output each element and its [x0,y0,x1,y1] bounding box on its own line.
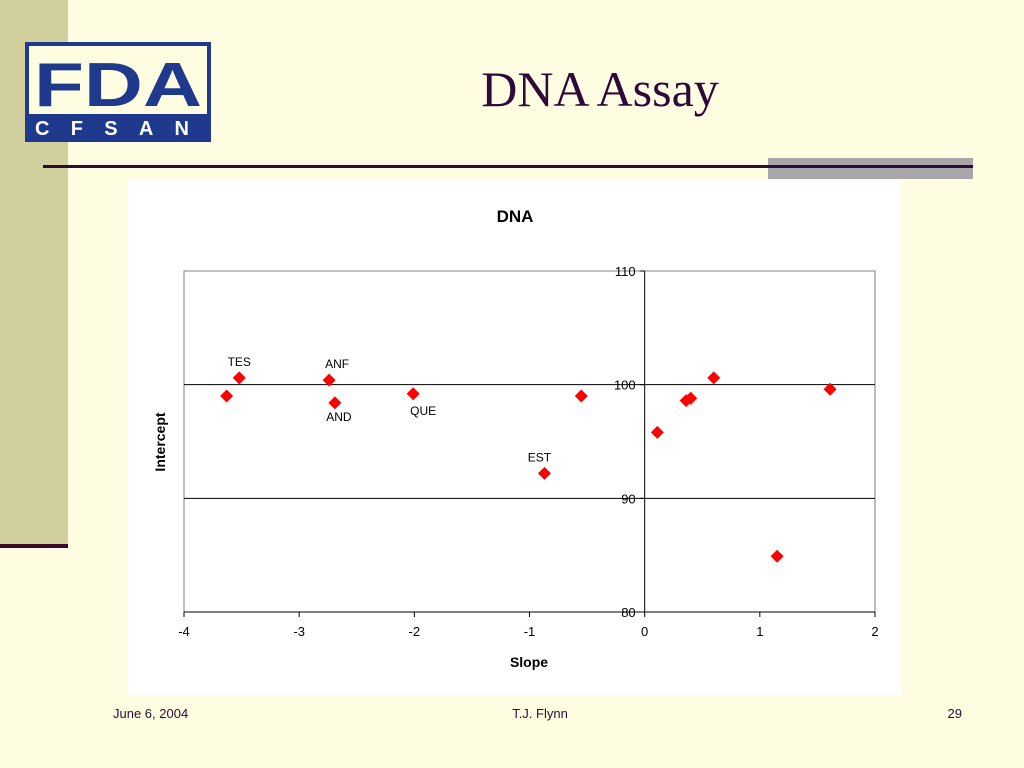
data-label: AND [326,410,352,424]
x-tick-label: -1 [524,624,536,639]
data-point [322,373,336,387]
data-point [220,389,234,403]
x-tick-label: 2 [871,624,878,639]
scatter-chart: DNA -4 -3 -2 -1 0 1 2 80 90 100 110 TES ANF AND QUE ES… [152,207,879,670]
title-accent-line [768,165,973,168]
data-point [574,389,588,403]
y-tick-label: 110 [615,264,636,279]
data-point [770,549,784,563]
data-label: QUE [410,404,436,418]
logo-cfsan-text: CFSAN [35,118,201,140]
slide-title: DNA Assay [481,61,719,117]
footer-page-number: 29 [947,706,962,721]
axes [183,270,876,617]
data-label: TES [228,355,251,369]
fda-cfsan-logo: FDA CFSAN [25,42,211,142]
footer-author: T.J. Flynn [512,706,568,721]
footer-date: June 6, 2004 [113,706,189,721]
chart-panel: DNA -4 -3 -2 -1 0 1 2 80 90 100 110 TES ANF AND QUE ES… [128,180,901,695]
data-label: EST [528,450,552,464]
y-tick-label: 80 [621,605,635,620]
data-point [707,371,721,385]
data-point [823,382,837,396]
data-point [232,371,246,385]
data-point [537,466,551,480]
plot-area [183,270,876,613]
point-labels: TES ANF AND QUE EST [228,355,552,464]
y-tick-label: 100 [614,378,636,393]
side-strip-accent [0,544,68,548]
y-axis-label: Intercept [152,412,168,471]
y-tick-label: 90 [621,491,635,506]
x-tick-label: -4 [178,624,190,639]
x-tick-label: 0 [641,624,648,639]
data-point [650,425,664,439]
x-tick-label: -3 [293,624,305,639]
data-point [684,391,698,405]
title-accent-bar [768,158,973,179]
logo-fda-text: FDA [34,51,202,120]
x-tick-label: -2 [409,624,421,639]
x-tick-label: 1 [756,624,763,639]
data-points [220,371,837,563]
data-point [406,387,420,401]
tick-labels: -4 -3 -2 -1 0 1 2 80 90 100 110 [178,264,878,639]
chart-title: DNA [497,207,534,226]
data-point [328,396,342,410]
data-label: ANF [325,357,349,371]
gridlines [184,384,875,499]
x-axis-label: Slope [510,654,548,670]
title-rule [43,165,973,168]
